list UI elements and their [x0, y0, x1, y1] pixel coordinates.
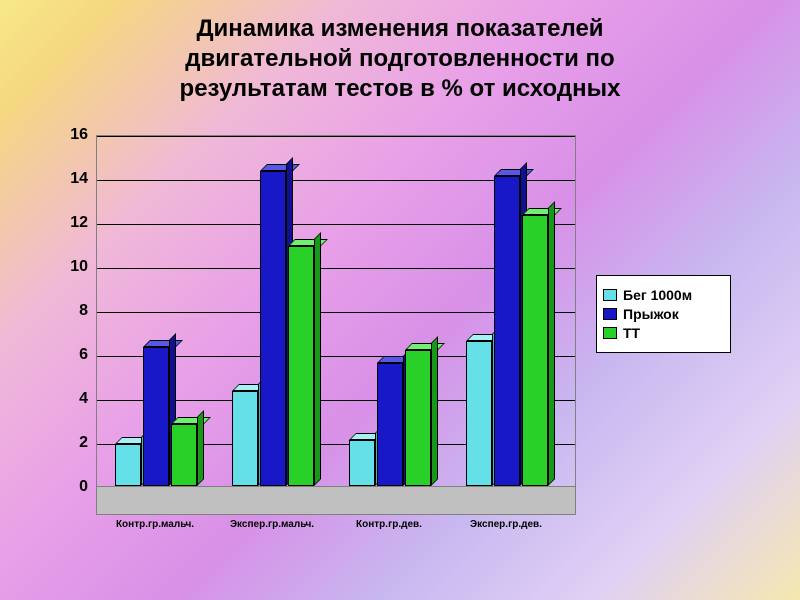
legend-swatch: [603, 289, 617, 301]
title-line: Динамика изменения показателей: [40, 14, 760, 44]
bar: [171, 424, 197, 486]
chart-floor: [97, 486, 575, 514]
y-tick-label: 4: [48, 390, 88, 408]
bar: [260, 171, 286, 486]
legend-swatch: [603, 327, 617, 339]
gridline: [97, 136, 575, 137]
y-tick-label: 16: [48, 126, 88, 144]
chart-area: 0246810121416 Контр.гр.мальч.Экспер.гр.м…: [48, 135, 748, 565]
bar: [377, 363, 403, 486]
bar: [405, 350, 431, 486]
y-tick-label: 0: [48, 478, 88, 496]
y-tick-label: 12: [48, 214, 88, 232]
y-tick-label: 2: [48, 434, 88, 452]
bar: [494, 176, 520, 486]
bar: [522, 215, 548, 486]
chart-title: Динамика изменения показателей двигатель…: [0, 0, 800, 110]
legend: Бег 1000м Прыжок ТТ: [596, 275, 731, 353]
x-tick-label: Контр.гр.дев.: [356, 519, 422, 530]
bar: [288, 246, 314, 486]
legend-label: Бег 1000м: [623, 287, 692, 303]
legend-swatch: [603, 308, 617, 320]
legend-label: ТТ: [623, 325, 640, 341]
legend-item: ТТ: [603, 325, 724, 341]
title-line: результатам тестов в % от исходных: [40, 74, 760, 104]
x-tick-label: Контр.гр.мальч.: [116, 519, 194, 530]
y-tick-label: 10: [48, 258, 88, 276]
bar: [115, 444, 141, 486]
y-tick-label: 8: [48, 302, 88, 320]
bar: [232, 391, 258, 486]
y-tick-label: 14: [48, 170, 88, 188]
legend-label: Прыжок: [623, 306, 679, 322]
bar: [143, 347, 169, 486]
x-tick-label: Экспер.гр.мальч.: [230, 519, 314, 530]
plot-region: [96, 135, 576, 515]
bar: [349, 440, 375, 486]
y-tick-label: 6: [48, 346, 88, 364]
title-line: двигательной подготовленности по: [40, 44, 760, 74]
x-tick-label: Экспер.гр.дев.: [470, 519, 542, 530]
legend-item: Бег 1000м: [603, 287, 724, 303]
legend-item: Прыжок: [603, 306, 724, 322]
bar: [466, 341, 492, 486]
